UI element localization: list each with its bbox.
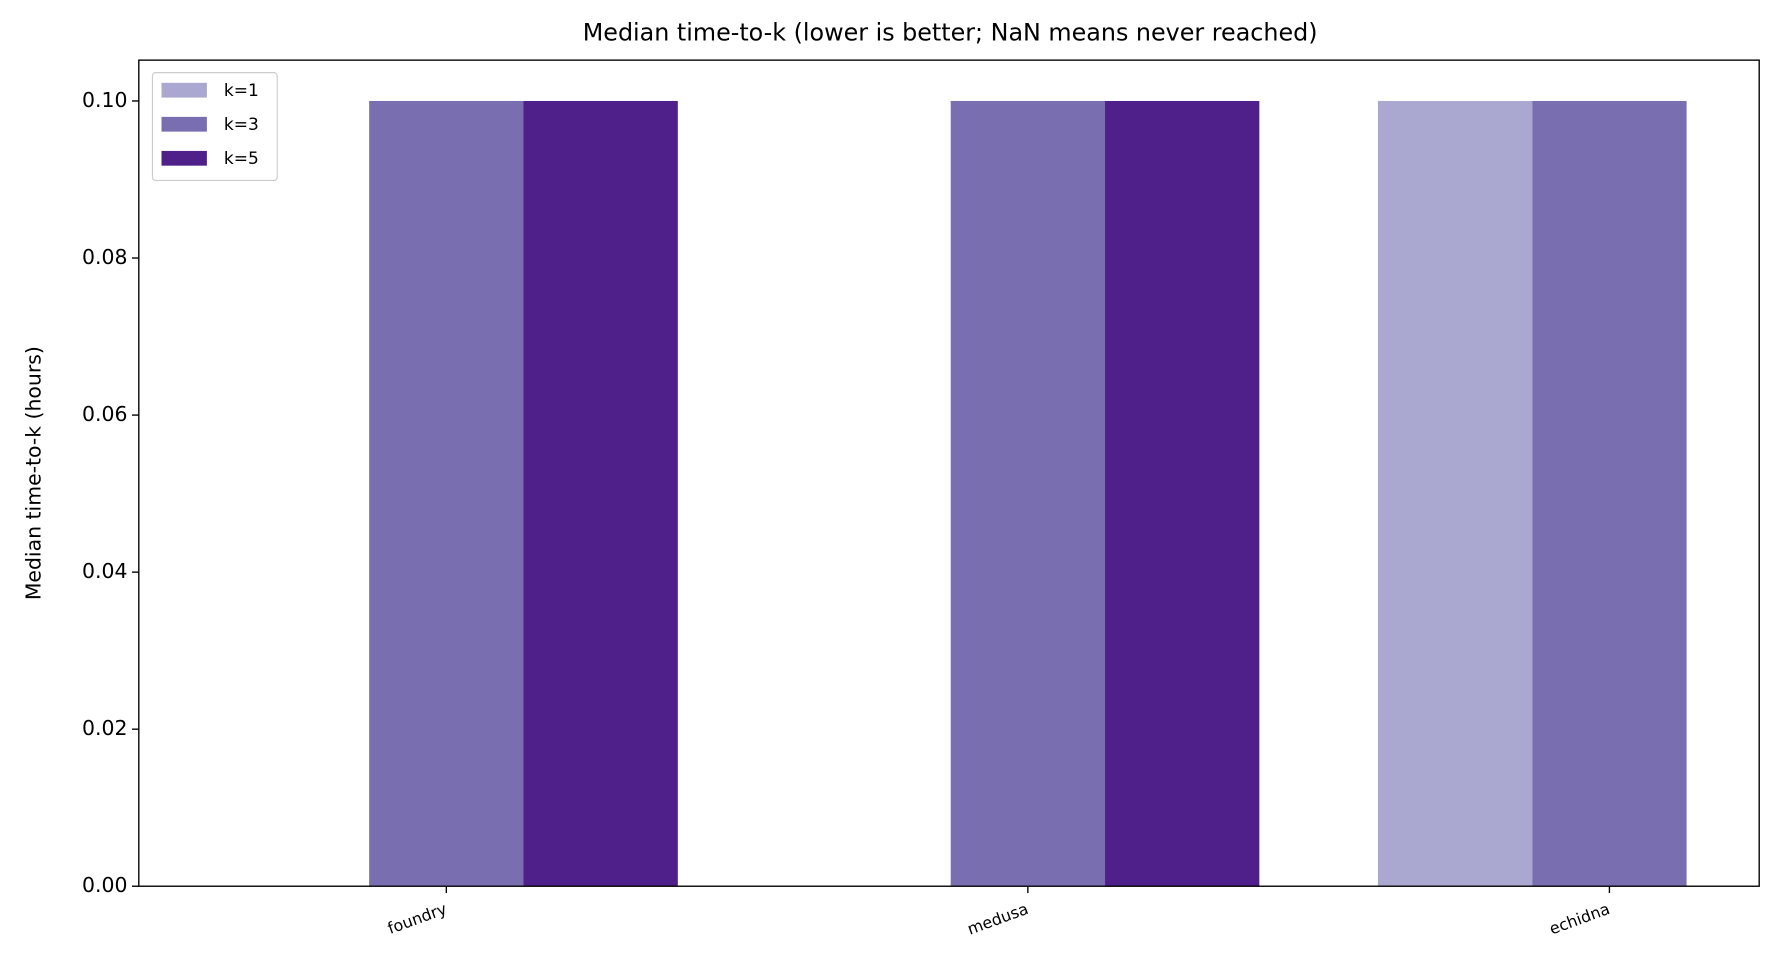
legend: k=1 k=3 k=5: [151, 72, 278, 181]
bar: [1105, 100, 1260, 887]
plot-frame: [138, 59, 1760, 887]
x-tick-label: foundry: [385, 899, 449, 938]
legend-swatch: [161, 82, 207, 98]
bar: [369, 100, 524, 887]
legend-swatch: [161, 150, 207, 166]
legend-label: k=1: [224, 81, 259, 101]
y-tick-label: 0.02: [82, 716, 127, 740]
y-tick-label: 0.10: [82, 88, 127, 112]
legend-label: k=5: [224, 149, 259, 169]
chart-title: Median time-to-k (lower is better; NaN m…: [583, 19, 1318, 47]
bar: [950, 100, 1106, 887]
y-tick-label: 0.06: [82, 402, 127, 426]
bar: [523, 100, 678, 887]
x-tick-label: medusa: [965, 899, 1031, 939]
x-tick-label: echidna: [1547, 899, 1613, 938]
bar: [1532, 100, 1687, 887]
y-tick-label: 0.08: [82, 245, 127, 269]
y-tick-label: 0.04: [82, 559, 127, 583]
bar: [1377, 100, 1533, 887]
y-tick-label: 0.00: [82, 873, 127, 897]
y-axis-label: Median time-to-k (hours): [21, 346, 45, 600]
legend-label: k=3: [224, 115, 259, 135]
legend-swatch: [161, 116, 207, 132]
